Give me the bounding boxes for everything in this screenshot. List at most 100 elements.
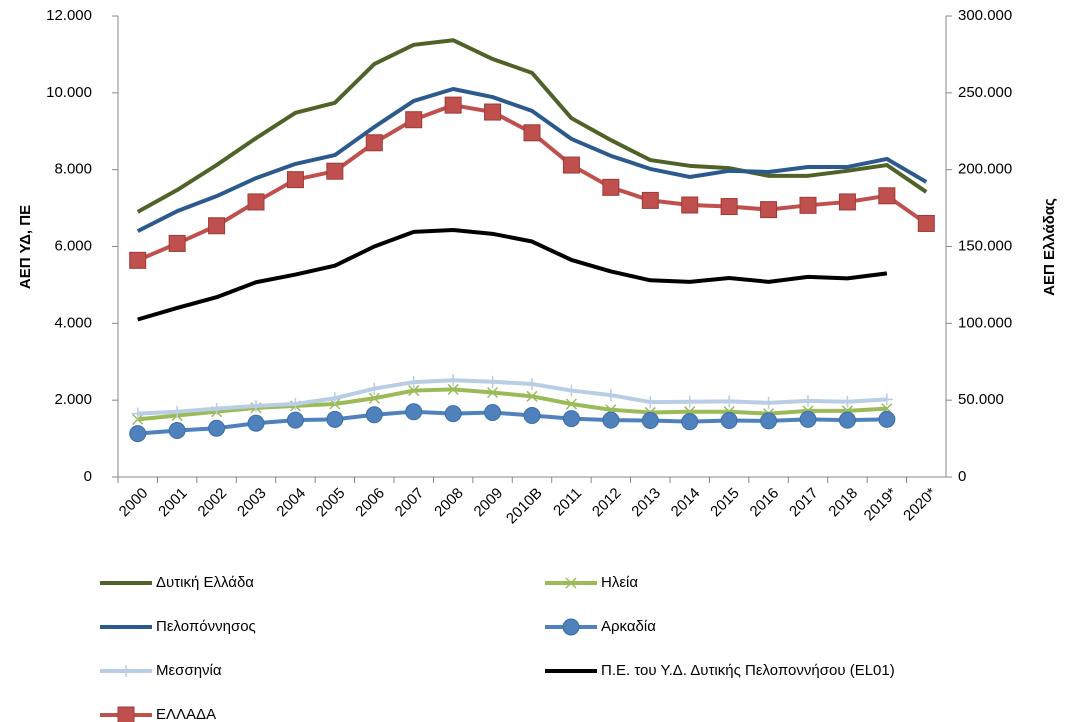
- data-point: [562, 410, 580, 428]
- x-tick-label: 2006: [352, 485, 388, 521]
- data-point: [841, 395, 854, 408]
- data-point: [447, 383, 459, 395]
- series-line: [136, 86, 928, 233]
- data-point: [878, 187, 896, 205]
- data-point: [326, 162, 344, 180]
- data-point: [602, 178, 620, 196]
- data-point: [602, 411, 620, 429]
- x-tick-label: 2014: [668, 485, 704, 521]
- legend-marker: [565, 577, 577, 589]
- x-tick-label: 2003: [234, 485, 270, 521]
- data-point: [723, 395, 736, 408]
- data-point: [486, 375, 499, 388]
- y2-tick-label: 0: [958, 468, 966, 485]
- data-point: [523, 407, 541, 425]
- data-point: [526, 378, 538, 391]
- data-point: [408, 385, 420, 397]
- x-tick-label: 2010Β: [503, 485, 546, 528]
- data-point: [208, 419, 226, 437]
- x-tick-label: 2008: [431, 485, 467, 521]
- series-line: [136, 38, 928, 214]
- data-point: [487, 386, 499, 399]
- y-tick-label: 12.000: [46, 7, 92, 24]
- data-point: [289, 398, 302, 411]
- data-point: [405, 403, 423, 421]
- data-point: [681, 413, 699, 431]
- data-point: [210, 402, 223, 415]
- x-tick-label: 2018: [825, 485, 861, 521]
- data-point: [247, 193, 265, 211]
- x-tick-label: 2019*: [861, 485, 901, 525]
- data-point: [762, 396, 775, 409]
- data-point: [760, 201, 778, 219]
- data-point: [484, 103, 502, 121]
- data-point: [880, 393, 893, 406]
- data-point: [644, 396, 657, 409]
- y2-axis-title: ΑΕΠ Ελλάδας: [1041, 198, 1058, 296]
- data-point: [168, 422, 186, 440]
- legend-label: Ηλεία: [601, 574, 638, 591]
- data-point: [565, 398, 577, 410]
- y-tick-label: 4.000: [54, 314, 92, 331]
- data-point: [523, 124, 541, 142]
- x-tick-label: 2012: [589, 485, 625, 521]
- y2-tick-label: 100.000: [958, 314, 1012, 331]
- x-tick-label: 2004: [273, 485, 309, 521]
- y2-tick-label: 150.000: [958, 237, 1012, 254]
- data-point: [208, 217, 226, 235]
- data-point: [641, 191, 659, 209]
- data-point: [838, 193, 856, 211]
- legend-marker: [562, 618, 580, 636]
- data-point: [641, 412, 659, 430]
- data-point: [171, 405, 184, 418]
- data-point: [368, 392, 380, 404]
- x-tick-label: 2013: [628, 485, 664, 521]
- data-point: [720, 412, 738, 430]
- y2-tick-label: 200.000: [958, 161, 1012, 178]
- data-point: [526, 390, 538, 402]
- legend-label: Μεσσηνία: [156, 662, 222, 679]
- x-tick-label: 2001: [155, 485, 191, 521]
- legend-marker: [120, 665, 132, 677]
- data-point: [129, 251, 147, 269]
- y2-tick-label: 300.000: [958, 7, 1012, 24]
- data-point: [838, 411, 856, 429]
- legend-label: ΕΛΛΑΔΑ: [156, 706, 216, 722]
- x-tick-label: 2016: [747, 485, 783, 521]
- x-tick-label: 2005: [313, 485, 349, 521]
- legend-label: Αρκαδία: [601, 618, 656, 635]
- legend-label: Δυτική Ελλάδα: [156, 574, 254, 591]
- data-point: [326, 410, 344, 428]
- y-tick-label: 0: [84, 468, 92, 485]
- y-tick-label: 10.000: [46, 84, 92, 101]
- data-point: [131, 407, 144, 420]
- legend-label: Πελοπόννησος: [156, 618, 256, 635]
- x-tick-label: 2009: [471, 485, 507, 521]
- data-point: [917, 214, 935, 232]
- y-tick-label: 2.000: [54, 391, 92, 408]
- series-line: [137, 378, 887, 416]
- data-point: [365, 406, 383, 424]
- data-point: [720, 198, 738, 216]
- x-tick-label: 2000: [116, 485, 152, 521]
- data-point: [562, 156, 580, 174]
- data-point: [129, 425, 147, 443]
- data-point: [405, 111, 423, 129]
- y-axis-title: ΑΕΠ ΥΔ, ΠΕ: [17, 205, 34, 289]
- x-tick-label: 2002: [195, 485, 231, 521]
- data-point: [681, 196, 699, 214]
- data-point: [799, 196, 817, 214]
- x-tick-label: 2011: [550, 485, 585, 520]
- data-point: [484, 403, 502, 421]
- data-point: [444, 96, 462, 114]
- data-point: [365, 134, 383, 152]
- data-point: [878, 410, 896, 428]
- data-point: [250, 399, 262, 412]
- data-point: [604, 389, 617, 402]
- y-tick-label: 6.000: [54, 237, 92, 254]
- x-tick-label: 2015: [707, 485, 743, 521]
- data-point: [760, 412, 778, 430]
- data-point: [799, 410, 817, 428]
- data-point: [683, 395, 696, 408]
